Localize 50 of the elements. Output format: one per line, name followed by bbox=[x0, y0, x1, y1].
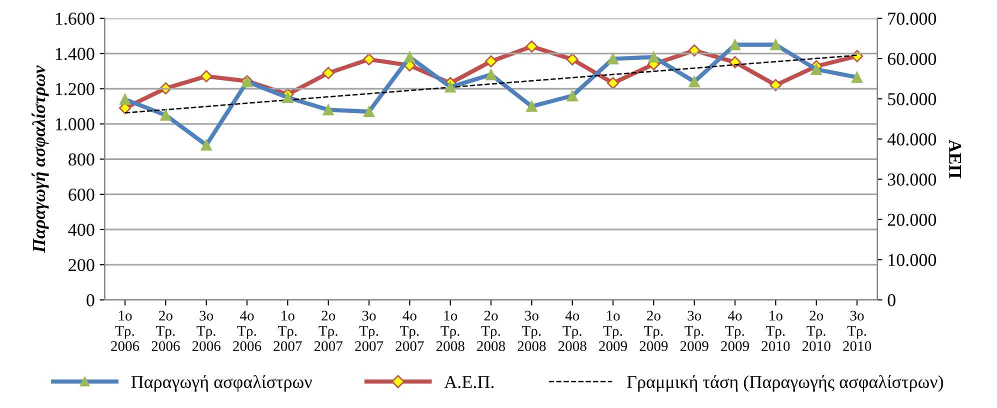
y2-tick-label: 0 bbox=[888, 294, 896, 306]
y-tick-label: 200 bbox=[68, 258, 94, 272]
y-tick-label: 600 bbox=[68, 188, 94, 201]
x-tick-label: 4ο Τρ. 2008 bbox=[558, 310, 586, 352]
x-tick-label: 2ο Τρ. 2010 bbox=[802, 310, 830, 352]
y-axis-title: Παραγωγή ασφαλίστρων bbox=[32, 65, 49, 253]
y2-tick-label: 70.000 bbox=[888, 12, 936, 25]
y2-tick-label: 10.000 bbox=[888, 254, 936, 266]
y2-tick-label: 50.000 bbox=[888, 93, 936, 106]
x-tick-label: 4ο Τρ. 2009 bbox=[721, 310, 750, 352]
legend-label: Α.Ε.Π. bbox=[444, 376, 494, 388]
x-tick-label: 1ο Τρ. 2009 bbox=[599, 310, 628, 352]
y-tick-label: 1.400 bbox=[56, 48, 94, 60]
y2-tick-label: 60.000 bbox=[888, 52, 936, 66]
point bbox=[362, 53, 376, 66]
y-tick-label: 0 bbox=[86, 294, 94, 306]
y2-axis-title: ΑΕΠ bbox=[949, 140, 962, 178]
x-tick-label: 3ο Τρ. 2007 bbox=[355, 310, 384, 352]
y-tick-label: 800 bbox=[68, 153, 94, 166]
x-tick-label: 2ο Τρ. 2008 bbox=[477, 310, 506, 352]
y-tick-label: 1.200 bbox=[56, 82, 94, 96]
legend-label: Γραμμική τάση (Παραγωγής ασφαλίστρων) bbox=[627, 375, 944, 392]
x-tick-label: 3ο Τρ. 2010 bbox=[843, 310, 872, 352]
legend-label: Παραγωγή ασφαλίστρων bbox=[131, 375, 312, 392]
x-tick-label: 1ο Τρ. 2007 bbox=[274, 310, 302, 352]
point bbox=[526, 40, 538, 53]
point bbox=[770, 79, 782, 92]
x-tick-label: 3ο Τρ. 2009 bbox=[680, 310, 708, 352]
x-tick-label: 2ο Τρ. 2009 bbox=[640, 310, 668, 352]
y2-tick-label: 20.000 bbox=[888, 214, 936, 226]
y2-tick-label: 30.000 bbox=[888, 173, 936, 186]
x-tick-label: 4ο Τρ. 2006 bbox=[233, 310, 262, 352]
point bbox=[322, 66, 334, 80]
x-tick-label: 1ο Τρ. 2006 bbox=[111, 310, 140, 352]
point bbox=[200, 70, 212, 82]
y-tick-label: 1.000 bbox=[56, 118, 94, 130]
y-tick-label: 1.600 bbox=[56, 12, 94, 25]
point bbox=[728, 56, 742, 68]
point bbox=[606, 77, 620, 90]
x-tick-label: 1ο Τρ. 2010 bbox=[762, 310, 790, 352]
x-tick-label: 1ο Τρ. 2008 bbox=[436, 310, 464, 352]
x-tick-label: 2ο Τρ. 2007 bbox=[314, 310, 343, 352]
point bbox=[566, 53, 578, 66]
point bbox=[484, 55, 498, 68]
x-tick-label: 2ο Τρ. 2006 bbox=[152, 310, 180, 352]
x-tick-label: 3ο Τρ. 2008 bbox=[518, 310, 546, 352]
y-tick-label: 400 bbox=[68, 224, 94, 236]
x-tick-label: 3ο Τρ. 2006 bbox=[192, 310, 220, 352]
x-tick-label: 4ο Τρ. 2007 bbox=[396, 310, 424, 352]
y2-tick-label: 40.000 bbox=[887, 133, 936, 146]
